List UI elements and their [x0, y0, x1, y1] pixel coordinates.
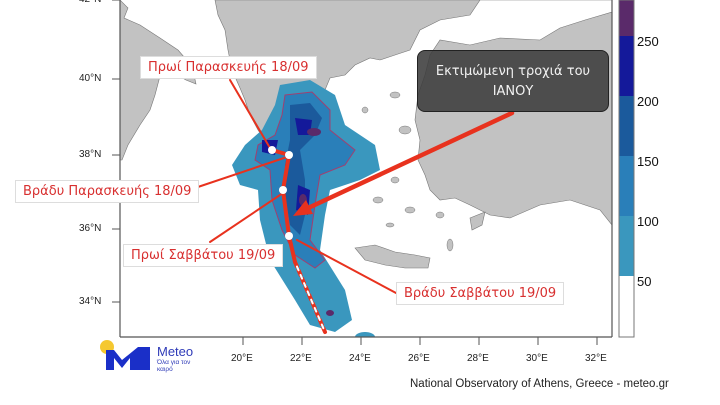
lat-tick-label: 34°N [79, 296, 102, 307]
lat-tick-label: 38°N [79, 149, 102, 160]
pointer-line [209, 192, 284, 243]
logo-name: Meteo [157, 344, 194, 359]
colorbar-segment [619, 36, 634, 96]
track-forecast-gap [294, 261, 326, 333]
colorbar-tick-label: 150 [637, 154, 659, 169]
lon-tick-label: 30°E [526, 353, 548, 364]
label-saturday-morning: Πρωί Σαββάτου 19/09 [123, 244, 284, 267]
colorbar-segment [619, 216, 634, 276]
colorbar-tick-label: 100 [637, 214, 659, 229]
lat-tick-label: 40°N [79, 73, 102, 84]
pointer-line [296, 239, 397, 294]
lon-tick-label: 24°E [349, 353, 371, 364]
lat-tick-label: 42°N [79, 0, 101, 5]
lon-tick-label: 28°E [467, 353, 489, 364]
track-points [268, 146, 293, 240]
colorbar-segment [619, 0, 634, 36]
lon-tick-label: 32°E [585, 353, 607, 364]
colorbar-tick-label: 250 [637, 34, 659, 49]
pointer-line [229, 79, 271, 149]
label-friday-morning: Πρωί Παρασκευής 18/09 [140, 56, 317, 79]
label-saturday-evening: Βράδυ Σαββάτου 19/09 [396, 282, 565, 305]
colorbar-segment [619, 276, 634, 337]
arrow-head-icon [293, 200, 313, 216]
colorbar-tick-label: 200 [637, 94, 659, 109]
land-crete [354, 244, 431, 269]
meteo-logo [100, 340, 150, 370]
land-rhodes [469, 211, 486, 231]
colorbar-tick-label: 50 [637, 274, 652, 289]
aegean-islands [361, 91, 454, 252]
pointer-line [185, 156, 288, 192]
lat-tick-label: 36°N [79, 223, 102, 234]
logo-tagline: Όλα για τον καιρό [157, 359, 191, 373]
callout-arrow [303, 110, 515, 212]
label-friday-evening: Βράδυ Παρασκευής 18/09 [15, 180, 200, 203]
track-callout: Εκτιμώμενη τροχιά του ΙΑΝΟΥ [417, 50, 609, 112]
lon-tick-label: 22°E [290, 353, 312, 364]
lon-tick-label: 26°E [408, 353, 430, 364]
tick-marks [112, 0, 598, 345]
footer-credit: National Observatory of Athens, Greece -… [410, 378, 669, 390]
colorbar [618, 0, 635, 338]
colorbar-segment [619, 96, 634, 156]
colorbar-outline [618, 0, 635, 338]
colorbar-segment [619, 156, 634, 216]
lon-tick-label: 20°E [231, 353, 253, 364]
